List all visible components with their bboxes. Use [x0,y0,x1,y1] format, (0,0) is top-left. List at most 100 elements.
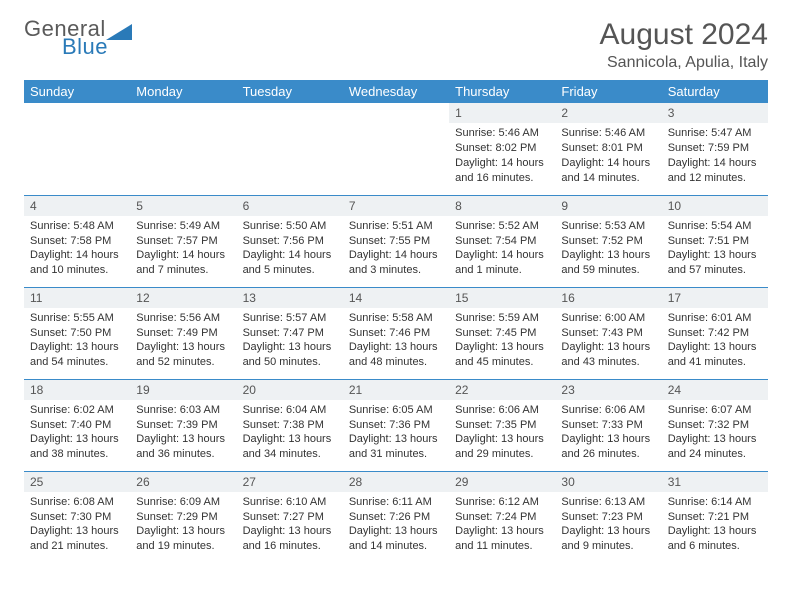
day-number: 21 [343,380,449,400]
daylight-line: Daylight: 14 hours and 16 minutes. [455,156,549,186]
sunset-line: Sunset: 8:01 PM [561,141,655,156]
day-number: 16 [555,288,661,308]
daylight-line: Daylight: 13 hours and 14 minutes. [349,524,443,554]
calendar-header-row: SundayMondayTuesdayWednesdayThursdayFrid… [24,80,768,103]
calendar-cell: 10 Sunrise: 5:54 AMSunset: 7:51 PMDayligh… [662,195,768,287]
day-header-saturday: Saturday [662,80,768,103]
daylight-line: Daylight: 14 hours and 12 minutes. [668,156,762,186]
header: GeneralBlue August 2024 Sannicola, Apuli… [24,18,768,72]
calendar-row: 18Sunrise: 6:02 AMSunset: 7:40 PMDayligh… [24,379,768,471]
day-number: 1 [449,103,555,123]
calendar-cell: 29Sunrise: 6:12 AMSunset: 7:24 PMDayligh… [449,471,555,563]
calendar-cell: 19Sunrise: 6:03 AMSunset: 7:39 PMDayligh… [130,379,236,471]
sunrise-line: Sunrise: 5:54 AM [668,219,762,234]
logo: GeneralBlue [24,18,132,58]
sunset-line: Sunset: 7:50 PM [30,326,124,341]
sunset-line: Sunset: 7:45 PM [455,326,549,341]
daylight-line: Daylight: 13 hours and 57 minutes. [668,248,762,278]
daylight-line: Daylight: 14 hours and 10 minutes. [30,248,124,278]
sunset-line: Sunset: 8:02 PM [455,141,549,156]
day-number: 14 [343,288,449,308]
calendar-cell [24,103,130,195]
sunrise-line: Sunrise: 6:06 AM [561,403,655,418]
daylight-line: Daylight: 13 hours and 34 minutes. [243,432,337,462]
calendar-cell: 9Sunrise: 5:53 AMSunset: 7:52 PMDaylight… [555,195,661,287]
day-number [130,103,236,123]
sunset-line: Sunset: 7:23 PM [561,510,655,525]
daylight-line: Daylight: 13 hours and 16 minutes. [243,524,337,554]
sunset-line: Sunset: 7:24 PM [455,510,549,525]
sunset-line: Sunset: 7:57 PM [136,234,230,249]
sunset-line: Sunset: 7:29 PM [136,510,230,525]
calendar-cell [237,103,343,195]
calendar-row: 1Sunrise: 5:46 AMSunset: 8:02 PMDaylight… [24,103,768,195]
header-right: August 2024 Sannicola, Apulia, Italy [600,18,768,72]
calendar-cell: 23Sunrise: 6:06 AMSunset: 7:33 PMDayligh… [555,379,661,471]
calendar-cell: 17Sunrise: 6:01 AMSunset: 7:42 PMDayligh… [662,287,768,379]
calendar-row: 25Sunrise: 6:08 AMSunset: 7:30 PMDayligh… [24,471,768,563]
sunrise-line: Sunrise: 6:00 AM [561,311,655,326]
daylight-line: Daylight: 13 hours and 36 minutes. [136,432,230,462]
sunset-line: Sunset: 7:51 PM [668,234,762,249]
day-number: 18 [24,380,130,400]
calendar-cell [130,103,236,195]
daylight-line: Daylight: 13 hours and 21 minutes. [30,524,124,554]
sunset-line: Sunset: 7:39 PM [136,418,230,433]
calendar-cell: 31Sunrise: 6:14 AMSunset: 7:21 PMDayligh… [662,471,768,563]
calendar-cell: 13Sunrise: 5:57 AMSunset: 7:47 PMDayligh… [237,287,343,379]
day-number: 29 [449,472,555,492]
day-number: 10 [662,196,768,216]
daylight-line: Daylight: 13 hours and 54 minutes. [30,340,124,370]
sunset-line: Sunset: 7:56 PM [243,234,337,249]
month-title: August 2024 [600,18,768,52]
calendar-cell: 20Sunrise: 6:04 AMSunset: 7:38 PMDayligh… [237,379,343,471]
sunrise-line: Sunrise: 5:57 AM [243,311,337,326]
day-number: 23 [555,380,661,400]
daylight-line: Daylight: 14 hours and 1 minute. [455,248,549,278]
sunset-line: Sunset: 7:26 PM [349,510,443,525]
sunset-line: Sunset: 7:49 PM [136,326,230,341]
day-number [237,103,343,123]
sunrise-line: Sunrise: 6:12 AM [455,495,549,510]
sunset-line: Sunset: 7:59 PM [668,141,762,156]
day-number: 2 [555,103,661,123]
calendar-table: SundayMondayTuesdayWednesdayThursdayFrid… [24,80,768,563]
day-number: 28 [343,472,449,492]
daylight-line: Daylight: 13 hours and 45 minutes. [455,340,549,370]
day-header-friday: Friday [555,80,661,103]
sunrise-line: Sunrise: 6:01 AM [668,311,762,326]
day-number [24,103,130,123]
calendar-body: 1Sunrise: 5:46 AMSunset: 8:02 PMDaylight… [24,103,768,563]
day-number: 5 [130,196,236,216]
calendar-cell: 12Sunrise: 5:56 AMSunset: 7:49 PMDayligh… [130,287,236,379]
day-number: 30 [555,472,661,492]
daylight-line: Daylight: 13 hours and 31 minutes. [349,432,443,462]
sunrise-line: Sunrise: 6:10 AM [243,495,337,510]
sunset-line: Sunset: 7:54 PM [455,234,549,249]
daylight-line: Daylight: 13 hours and 43 minutes. [561,340,655,370]
daylight-line: Daylight: 13 hours and 50 minutes. [243,340,337,370]
daylight-line: Daylight: 13 hours and 19 minutes. [136,524,230,554]
calendar-cell: 21Sunrise: 6:05 AMSunset: 7:36 PMDayligh… [343,379,449,471]
sunrise-line: Sunrise: 5:46 AM [561,126,655,141]
daylight-line: Daylight: 13 hours and 38 minutes. [30,432,124,462]
sunset-line: Sunset: 7:55 PM [349,234,443,249]
daylight-line: Daylight: 13 hours and 9 minutes. [561,524,655,554]
day-number: 22 [449,380,555,400]
calendar-cell: 28 Sunrise: 6:11 AMSunset: 7:26 PMDayligh… [343,471,449,563]
location: Sannicola, Apulia, Italy [600,54,768,72]
day-header-thursday: Thursday [449,80,555,103]
sunrise-line: Sunrise: 5:52 AM [455,219,549,234]
sunset-line: Sunset: 7:46 PM [349,326,443,341]
daylight-line: Daylight: 13 hours and 6 minutes. [668,524,762,554]
calendar-cell [343,103,449,195]
calendar-cell: 14Sunrise: 5:58 AMSunset: 7:46 PMDayligh… [343,287,449,379]
day-number: 11 [24,288,130,308]
sunset-line: Sunset: 7:52 PM [561,234,655,249]
day-number: 27 [237,472,343,492]
calendar-cell: 8Sunrise: 5:52 AMSunset: 7:54 PMDaylight… [449,195,555,287]
sunset-line: Sunset: 7:43 PM [561,326,655,341]
day-header-tuesday: Tuesday [237,80,343,103]
sunset-line: Sunset: 7:33 PM [561,418,655,433]
sunrise-line: Sunrise: 6:11 AM [349,495,443,510]
